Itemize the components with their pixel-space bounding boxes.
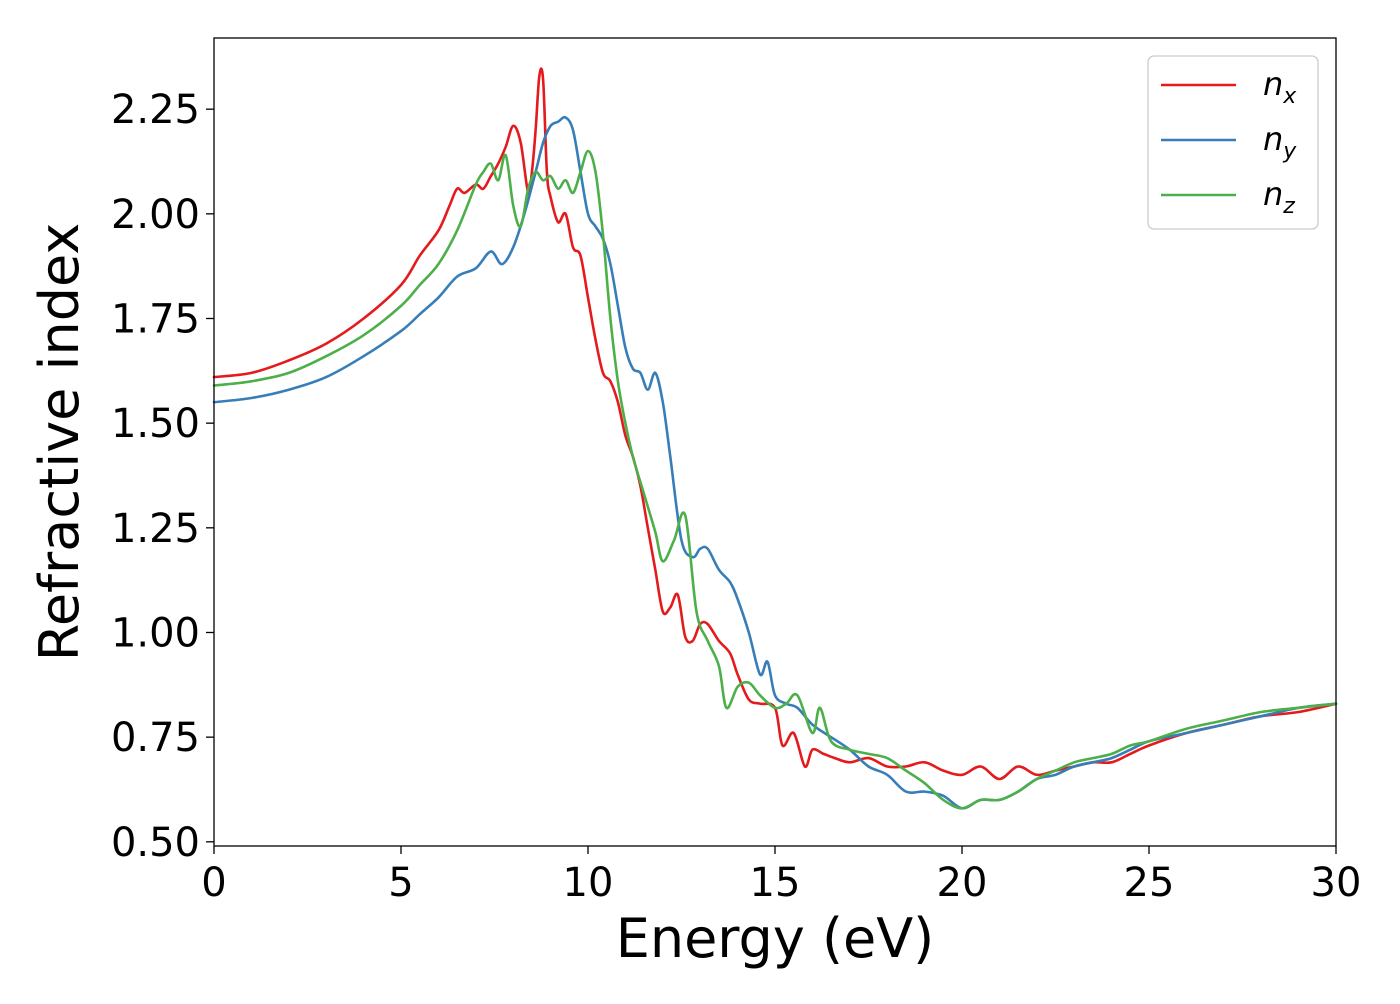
x-tick-label: 25 [1124,860,1175,906]
legend-label-z: nz [1263,175,1295,219]
x-tick-label: 20 [937,860,988,906]
y-axis-ticks: 0.50 0.75 1.00 1.25 1.50 1.75 2.00 2.25 [111,87,214,866]
x-axis-ticks: 0 5 10 15 20 25 30 [201,846,1361,906]
x-axis-label: Energy (eV) [616,907,935,970]
x-tick-label: 0 [201,860,226,906]
legend-label-y: ny [1263,120,1297,164]
x-tick-label: 30 [1311,860,1362,906]
legend-label-x: nx [1263,65,1297,109]
x-tick-label: 15 [750,860,801,906]
y-tick-label: 0.75 [111,715,200,761]
series-line-x [212,67,1338,781]
series-line-z [212,149,1338,810]
y-tick-label: 1.75 [111,296,200,342]
y-tick-label: 1.25 [111,506,200,552]
x-tick-label: 10 [563,860,614,906]
legend-box [1147,55,1319,230]
y-tick-label: 1.50 [111,401,200,447]
plot-lines [212,67,1338,810]
y-tick-label: 2.25 [111,87,200,133]
y-tick-label: 2.00 [111,192,200,238]
legend: nx ny nz [1147,55,1319,230]
y-tick-label: 0.50 [111,820,200,866]
y-tick-label: 1.00 [111,610,200,656]
x-tick-label: 5 [388,860,413,906]
y-axis-label: Refractive index [28,223,91,662]
